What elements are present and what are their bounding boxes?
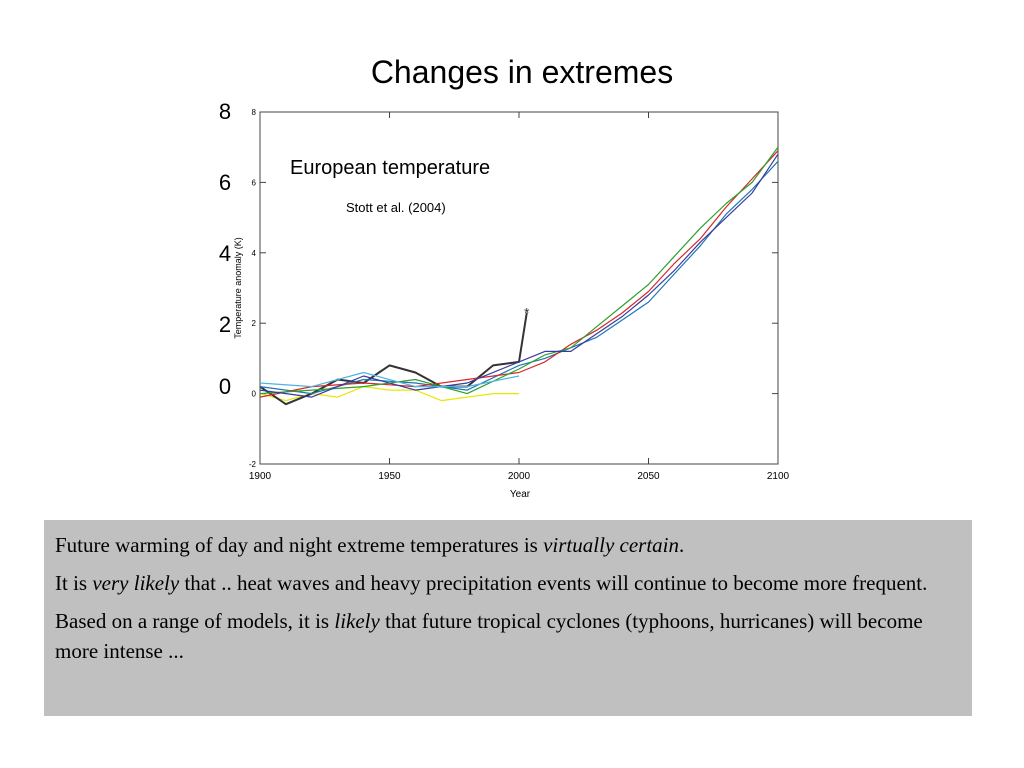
y-tick-label: -2	[249, 460, 257, 469]
x-tick-label: 2050	[637, 471, 660, 482]
caption-paragraph: Based on a range of models, it is likely…	[55, 609, 923, 663]
caption-box: Future warming of day and night extreme …	[44, 520, 972, 716]
big-tick-label: 4	[218, 241, 232, 266]
series-line	[259, 153, 779, 398]
big-tick-label: 6	[218, 170, 232, 195]
caption-paragraph: It is very likely that .. heat waves and…	[55, 571, 928, 595]
series-line	[259, 312, 528, 406]
x-tick-label: 2000	[508, 471, 531, 482]
x-tick-label: 2100	[767, 471, 790, 482]
x-tick-label: 1900	[249, 471, 272, 482]
chart-subtitle: Stott et al. (2004)	[346, 200, 446, 215]
big-tick-label: 8	[218, 99, 232, 124]
big-tick-label: 0	[218, 374, 232, 399]
y-tick-label: 4	[252, 249, 257, 258]
x-tick-label: 1950	[378, 471, 401, 482]
y-axis-label: Temperature anomaly (K)	[233, 237, 243, 339]
caption-paragraph: Future warming of day and night extreme …	[55, 533, 685, 557]
data-marker: *	[524, 305, 530, 321]
temperature-chart: European temperature Stott et al. (2004)…	[233, 108, 790, 500]
y-tick-label: 0	[252, 390, 257, 399]
plot-frame	[259, 111, 779, 465]
slide-title: Changes in extremes	[370, 54, 674, 90]
x-axis-label: Year	[510, 489, 531, 500]
y-tick-label: 8	[252, 108, 257, 117]
big-tick-label: 2	[218, 312, 232, 337]
series-lines: *	[259, 146, 779, 406]
axis-ticks: 1900 1950 2000 2050 2100 -2 0 2 4 6 8	[249, 108, 790, 482]
series-line	[259, 371, 520, 388]
y-tick-label: 6	[252, 178, 257, 187]
chart-title: European temperature	[290, 157, 490, 179]
y-tick-label: 2	[252, 319, 257, 328]
